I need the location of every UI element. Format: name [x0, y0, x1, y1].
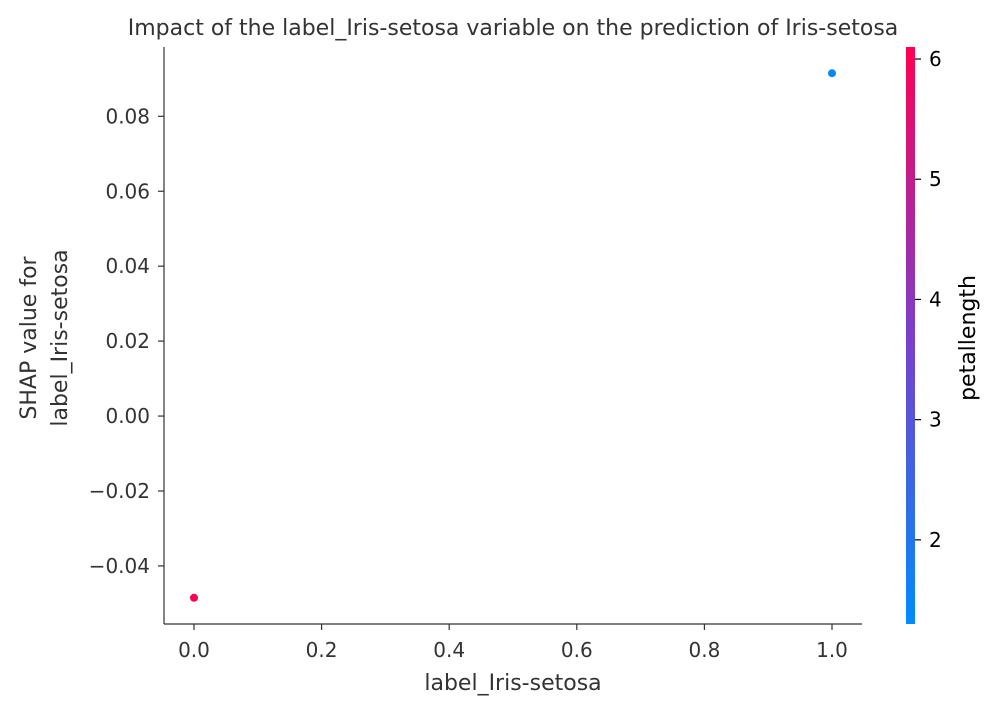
x-tick-label: 0.8: [689, 638, 721, 662]
chart-title: Impact of the label_Iris-setosa variable…: [128, 16, 899, 41]
y-tick-label: −0.02: [89, 479, 150, 503]
y-tick-label: 0.04: [105, 254, 150, 278]
x-tick-label: 0.6: [561, 638, 593, 662]
y-tick-label: 0.08: [105, 104, 150, 128]
data-points: [189, 69, 837, 602]
colorbar-tick-label: 3: [929, 408, 942, 432]
x-axis-label: label_Iris-setosa: [424, 671, 601, 696]
colorbar-tick-label: 4: [929, 287, 942, 311]
colorbar-label: petallength: [956, 275, 981, 401]
x-tick-label: 0.0: [178, 638, 210, 662]
colorbar-tick-label: 2: [929, 528, 942, 552]
colorbar-tick-label: 6: [929, 47, 942, 71]
y-tick-label: 0.02: [105, 329, 150, 353]
colorbar-tick-label: 5: [929, 167, 942, 191]
colorbar-ticks: 2 3 4 5 6: [915, 47, 942, 552]
scatter-point: [828, 69, 837, 78]
x-tick-label: 1.0: [816, 638, 848, 662]
y-axis-label-line-2: label_Iris-setosa: [48, 249, 73, 426]
scatter-point: [189, 593, 198, 602]
y-tick-label: 0.06: [105, 179, 150, 203]
y-tick-label: 0.00: [105, 404, 150, 428]
colorbar: [906, 47, 915, 624]
y-axis-label-line-1: SHAP value for: [17, 255, 42, 419]
plot-axes: 0.0 0.2 0.4 0.6 0.8 1.0 −0.04 −0.02 0.00 0.02 0.04…: [89, 47, 862, 662]
y-tick-label: −0.04: [89, 554, 150, 578]
x-tick-label: 0.2: [306, 638, 338, 662]
x-tick-label: 0.4: [433, 638, 465, 662]
